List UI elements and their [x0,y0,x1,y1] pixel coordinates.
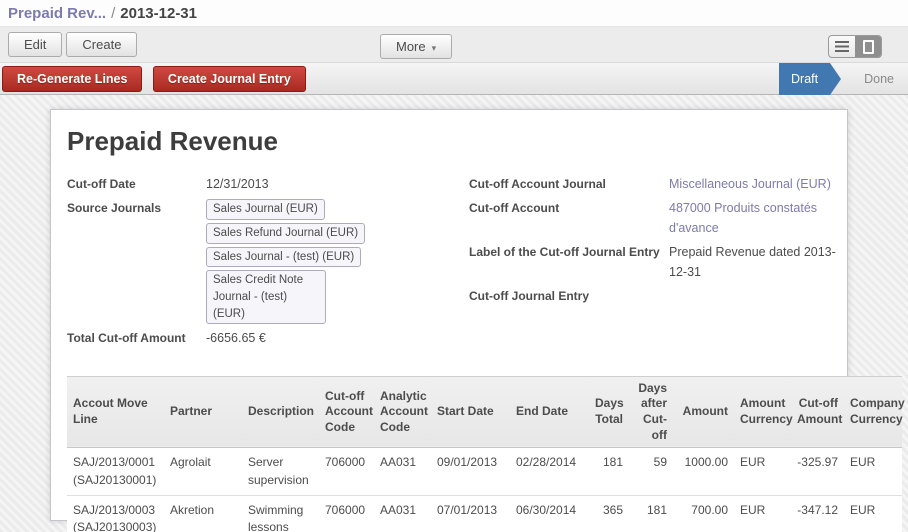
journal-tag: Sales Journal - (test) (EUR) [206,247,361,268]
column-header: Amount Currency [734,376,791,447]
breadcrumb-current: 2013-12-31 [120,5,197,22]
table-header-row: Accout Move LinePartnerDescriptionCut-of… [67,376,902,447]
field-row: Cut-off Date12/31/2013 [67,175,469,194]
form-view-button[interactable] [855,36,881,57]
toolbar: Edit Create More ▾ [0,27,908,63]
table-cell: Agrolait [164,448,242,496]
table-cell: EUR [734,448,791,496]
field-row: Cut-off Account JournalMiscellaneous Jou… [469,175,847,194]
page-title: Prepaid Revenue [67,126,847,157]
column-header: Accout Move Line [67,376,164,447]
status-bar: Draft Done [779,63,908,95]
table-cell: 09/01/2013 [431,448,510,496]
field-row: Label of the Cut-off Journal EntryPrepai… [469,243,847,282]
action-buttons: Re-Generate Lines Create Journal Entry [2,66,312,92]
create-button[interactable]: Create [66,32,137,57]
chevron-down-icon: ▾ [432,43,437,53]
table-cell: Swimming lessons [242,495,319,532]
form-column-right: Cut-off Account JournalMiscellaneous Jou… [469,175,847,354]
form-icon [863,40,874,54]
table-cell: 59 [629,448,673,496]
field-label: Cut-off Account Journal [469,175,669,194]
status-done[interactable]: Done [850,63,908,95]
field-value: -6656.65 € [206,329,266,348]
table-row[interactable]: SAJ/2013/0003 (SAJ20130003)AkretionSwimm… [67,495,902,532]
regenerate-lines-button[interactable]: Re-Generate Lines [2,66,142,92]
list-view-button[interactable] [829,36,855,57]
field-value: Prepaid Revenue dated 2013-12-31 [669,243,847,282]
field-value-link[interactable]: 487000 Produits constatés d'avance [669,199,847,238]
journal-tag: Sales Refund Journal (EUR) [206,223,365,244]
cutoff-lines-table: Accout Move LinePartnerDescriptionCut-of… [67,376,902,532]
table-cell: 07/01/2013 [431,495,510,532]
table-cell: SAJ/2013/0001 (SAJ20130001) [67,448,164,496]
field-value: 12/31/2013 [206,175,269,194]
field-row: Cut-off Account487000 Produits constatés… [469,199,847,238]
breadcrumb: Prepaid Rev... / 2013-12-31 [0,0,908,27]
column-header: Start Date [431,376,510,447]
column-header: Partner [164,376,242,447]
table-cell: 700.00 [673,495,734,532]
table-cell: -325.97 [791,448,844,496]
field-row: Source JournalsSales Journal (EUR)Sales … [67,199,469,324]
status-draft[interactable]: Draft [779,63,830,95]
source-journals-tags: Sales Journal (EUR) Sales Refund Journal … [206,199,460,324]
table-cell: 706000 [319,495,374,532]
table-cell: EUR [844,448,902,496]
cutoff-lines-table-wrap: Accout Move LinePartnerDescriptionCut-of… [67,376,895,532]
journal-tag: Sales Credit Note Journal - (test) (EUR) [206,270,326,324]
table-cell: -347.12 [791,495,844,532]
field-row: Cut-off Journal Entry [469,287,847,303]
table-cell: 06/30/2014 [510,495,589,532]
list-icon [835,41,849,52]
table-cell: 181 [589,448,629,496]
create-journal-entry-button[interactable]: Create Journal Entry [153,66,306,92]
field-label: Cut-off Date [67,175,206,194]
column-header: Analytic Account Code [374,376,431,447]
column-header: Days after Cut-off [629,376,673,447]
form-column-left: Cut-off Date12/31/2013Source JournalsSal… [67,175,469,354]
table-cell: 181 [629,495,673,532]
table-cell: EUR [734,495,791,532]
breadcrumb-separator: / [111,5,115,22]
table-cell: SAJ/2013/0003 (SAJ20130003) [67,495,164,532]
field-label: Cut-off Account [469,199,669,238]
field-label: Total Cut-off Amount [67,329,206,348]
column-header: Amount [673,376,734,447]
column-header: Cut-off Amount [791,376,844,447]
more-button[interactable]: More ▾ [380,34,452,59]
field-label: Source Journals [67,199,206,324]
table-cell: 1000.00 [673,448,734,496]
form-sheet: Prepaid Revenue Cut-off Date12/31/2013So… [50,109,848,521]
field-row: Total Cut-off Amount-6656.65 € [67,329,469,348]
field-value-link[interactable]: Miscellaneous Journal (EUR) [669,175,831,194]
breadcrumb-parent-link[interactable]: Prepaid Rev... [8,5,106,22]
table-cell: 02/28/2014 [510,448,589,496]
content-background: Prepaid Revenue Cut-off Date12/31/2013So… [0,95,908,532]
column-header: End Date [510,376,589,447]
table-row[interactable]: SAJ/2013/0001 (SAJ20130001)AgrolaitServe… [67,448,902,496]
table-cell: Server supervision [242,448,319,496]
column-header: Days Total [589,376,629,447]
journal-tag: Sales Journal (EUR) [206,199,325,220]
column-header: Company Currency [844,376,902,447]
table-cell: 706000 [319,448,374,496]
field-label: Cut-off Journal Entry [469,287,669,303]
column-header: Description [242,376,319,447]
column-header: Cut-off Account Code [319,376,374,447]
table-cell: AA031 [374,495,431,532]
view-switcher [828,35,882,58]
table-cell: Akretion [164,495,242,532]
table-cell: EUR [844,495,902,532]
more-button-label: More [396,39,426,54]
field-label: Label of the Cut-off Journal Entry [469,243,669,282]
table-cell: AA031 [374,448,431,496]
table-cell: 365 [589,495,629,532]
action-bar: Re-Generate Lines Create Journal Entry D… [0,63,908,95]
edit-button[interactable]: Edit [8,32,62,57]
form-fields: Cut-off Date12/31/2013Source JournalsSal… [67,175,847,354]
